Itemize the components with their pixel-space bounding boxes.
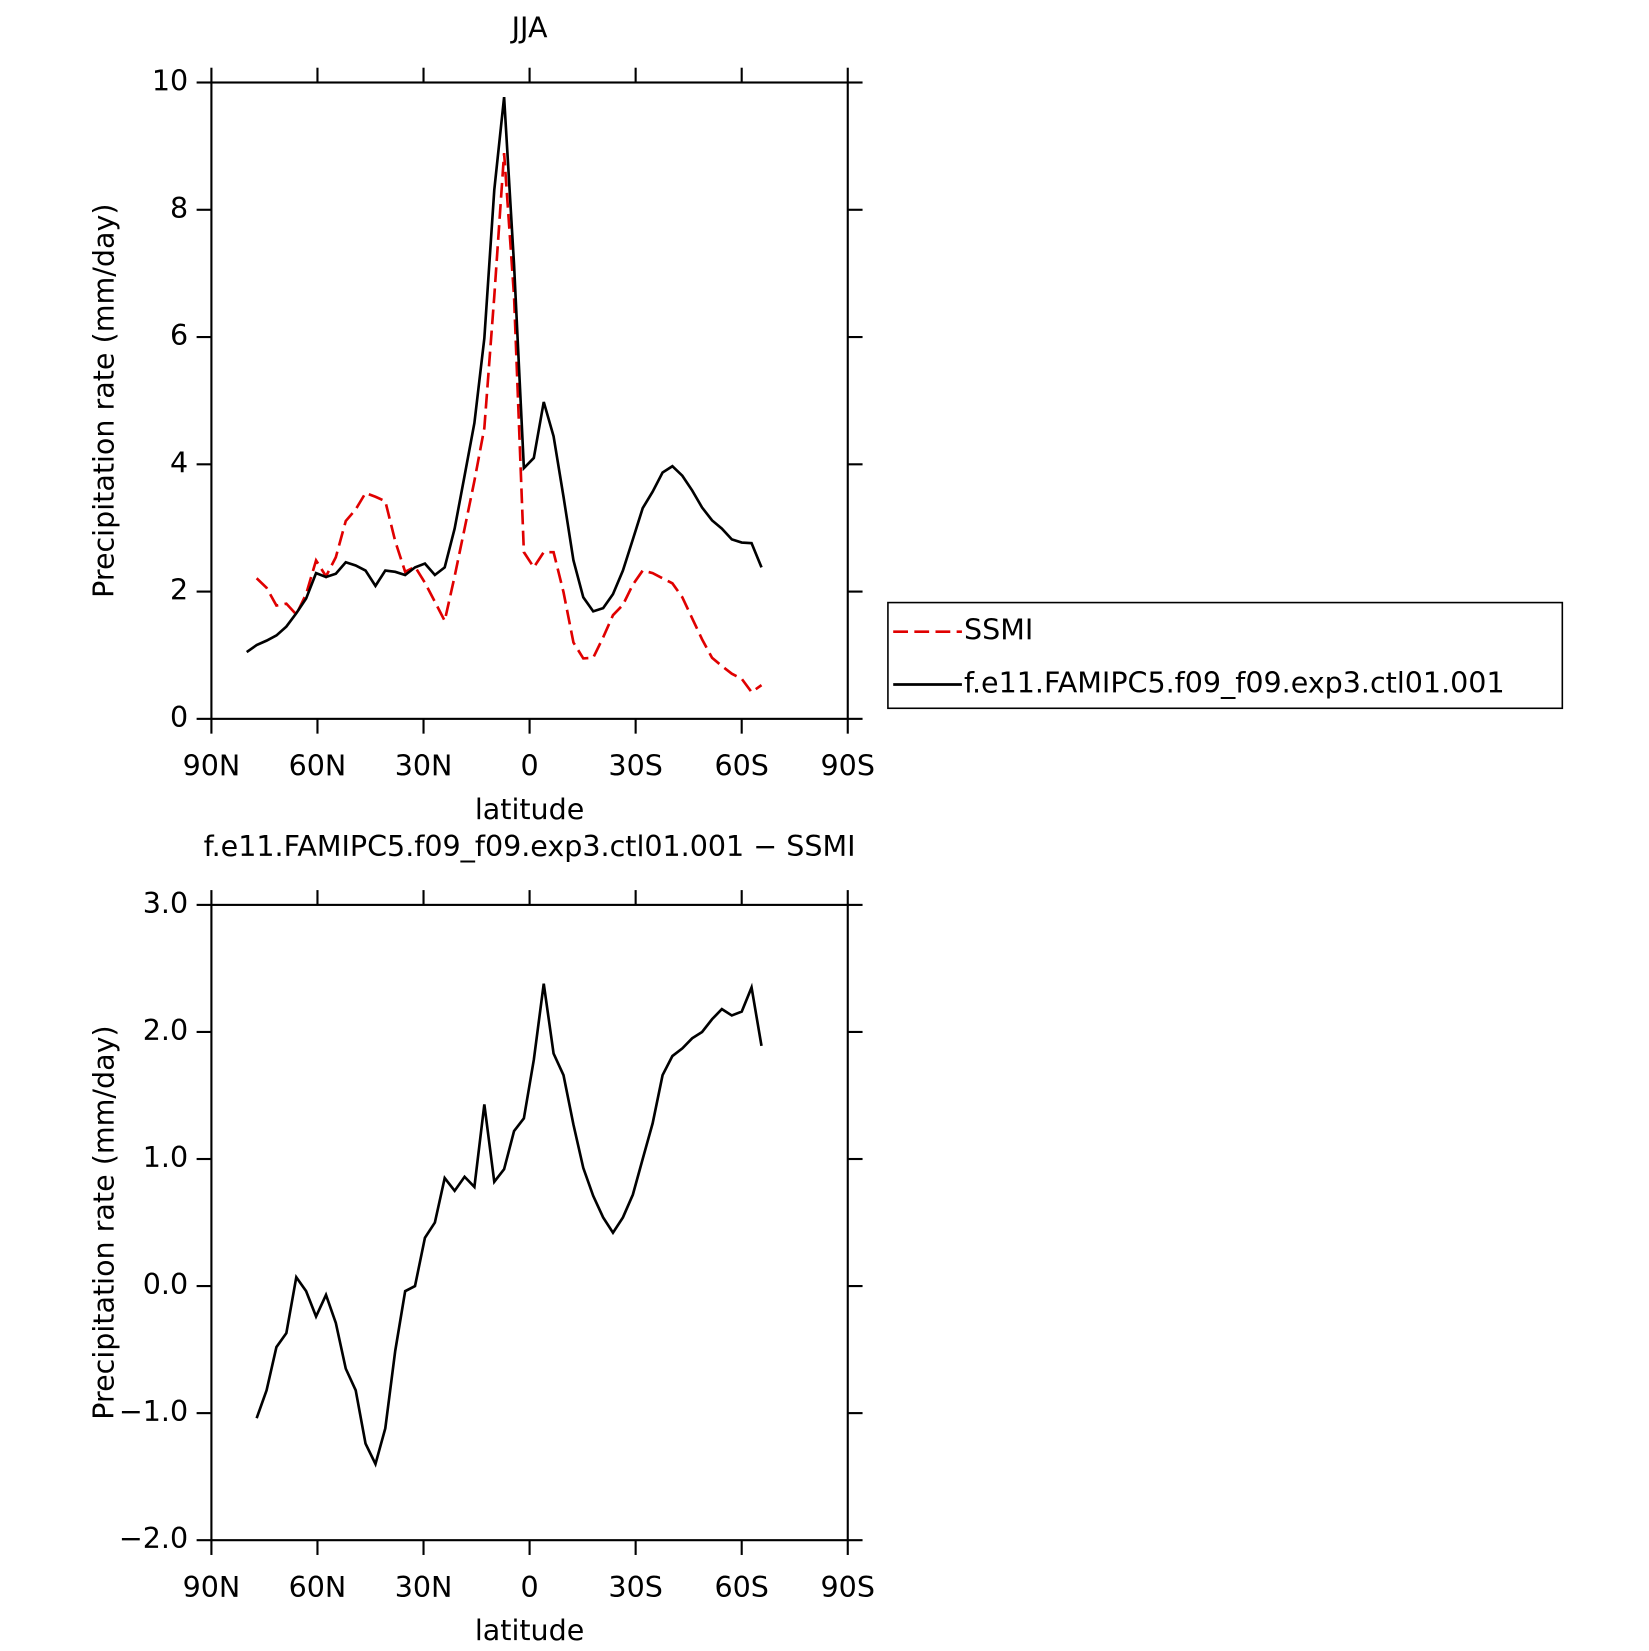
plot-frame (210, 81, 849, 720)
y-tick-label: 10 (152, 65, 188, 98)
x-tick-label: 0 (521, 1571, 539, 1604)
y-tick-label: 3.0 (143, 887, 188, 920)
x-tick-label: 30N (395, 749, 453, 782)
data-line (255, 153, 763, 694)
x-axis-label: latitude (475, 1614, 584, 1647)
legend-label: f.e11.FAMIPC5.f09_f09.exp3.ctl01.001 (964, 666, 1505, 699)
y-tick-label: 2 (170, 574, 188, 607)
data-line (245, 96, 763, 654)
x-tick-label: 60N (289, 749, 347, 782)
x-tick-label: 90S (821, 1571, 875, 1604)
chart-title: f.e11.FAMIPC5.f09_f09.exp3.ctl01.001 − S… (204, 830, 856, 863)
y-tick-label: 8 (170, 192, 188, 225)
x-tick-label: 60S (714, 1571, 768, 1604)
y-tick-label: −1.0 (119, 1395, 188, 1428)
x-tick-label: 0 (521, 749, 539, 782)
y-tick-label: −2.0 (119, 1522, 188, 1555)
x-tick-label: 30N (395, 1571, 453, 1604)
legend-label: SSMI (964, 614, 1033, 647)
x-tick-label: 90N (183, 749, 241, 782)
x-tick-label: 90S (821, 749, 875, 782)
plot-frame (210, 903, 849, 1542)
y-tick-label: 1.0 (143, 1141, 188, 1174)
x-axis-label: latitude (475, 793, 584, 826)
x-tick-label: 60N (289, 1571, 347, 1604)
y-tick-label: 4 (170, 446, 188, 479)
legend-box (887, 601, 1564, 710)
chart-title: JJA (510, 12, 548, 45)
x-tick-label: 30S (608, 749, 662, 782)
x-tick-label: 90N (183, 1571, 241, 1604)
y-tick-label: 2.0 (143, 1014, 188, 1047)
data-line (255, 982, 763, 1468)
x-tick-label: 60S (714, 749, 768, 782)
x-tick-label: 30S (608, 1571, 662, 1604)
y-tick-label: 0 (170, 701, 188, 734)
y-tick-label: 0.0 (143, 1268, 188, 1301)
y-tick-label: 6 (170, 319, 188, 352)
y-axis-label: Precipitation rate (mm/day) (88, 1025, 121, 1419)
y-axis-label: Precipitation rate (mm/day) (88, 203, 121, 597)
